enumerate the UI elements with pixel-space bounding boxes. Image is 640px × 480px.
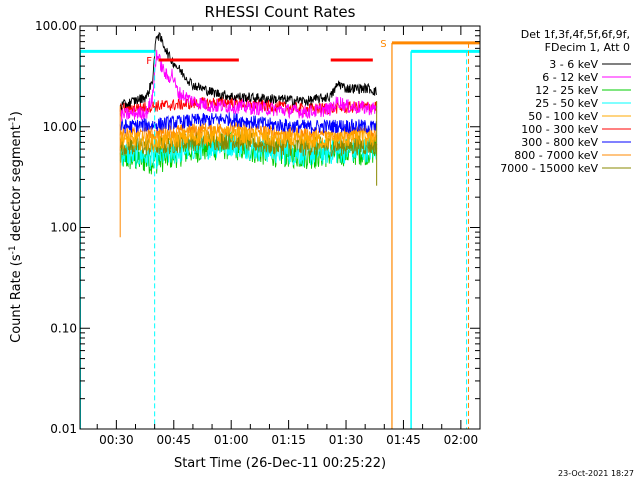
y-axis-label-sup-1: -1 bbox=[8, 245, 18, 254]
series-layer bbox=[119, 31, 378, 238]
y-axis-label: Count Rate (s-1 detector segment-1) bbox=[8, 111, 24, 343]
y-axis-label-main: Count Rate (s bbox=[9, 254, 24, 343]
legend-label: 3 - 6 keV bbox=[549, 58, 598, 71]
timestamp: 23-Oct-2021 18:27 bbox=[558, 469, 634, 478]
y-tick-label: 0.10 bbox=[50, 321, 77, 335]
legend: Det 1f,3f,4f,5f,6f,9f, FDecim 1, Att 0 3… bbox=[500, 28, 631, 175]
flare-flag-label: F bbox=[146, 56, 152, 67]
legend-label: 50 - 100 keV bbox=[528, 110, 598, 123]
series-line-7 bbox=[119, 112, 378, 134]
y-tick-label: 100.00 bbox=[35, 19, 77, 33]
x-axis-label: Start Time (26-Dec-11 00:25:22) bbox=[174, 456, 386, 471]
chart-title: RHESSI Count Rates bbox=[205, 3, 356, 21]
attenuator-flag-label: S bbox=[380, 39, 386, 50]
legend-header-line-2: FDecim 1, Att 0 bbox=[545, 41, 630, 54]
series-line-8 bbox=[119, 121, 378, 142]
x-tick-label: 02:00 bbox=[444, 433, 479, 447]
legend-header-line-1: Det 1f,3f,4f,5f,6f,9f, bbox=[521, 28, 630, 41]
y-axis-label-sup-2: -1 bbox=[8, 116, 18, 125]
x-axis: 00:30 00:45 01:00 01:15 01:30 01:45 02:00 bbox=[96, 26, 481, 447]
legend-label: 7000 - 15000 keV bbox=[500, 162, 598, 175]
x-tick-label: 01:45 bbox=[386, 433, 421, 447]
x-tick-label: 01:15 bbox=[271, 433, 306, 447]
legend-label: 100 - 300 keV bbox=[521, 123, 598, 136]
y-tick-label: 10.00 bbox=[43, 120, 77, 134]
x-tick-label: 00:45 bbox=[156, 433, 191, 447]
legend-label: 800 - 7000 keV bbox=[514, 149, 598, 162]
y-axis-label-mid: detector segment bbox=[9, 125, 24, 245]
y-axis: 100.00 10.00 1.00 0.10 0.01 bbox=[35, 19, 480, 436]
plot-frame bbox=[79, 25, 481, 430]
x-tick-label: 00:30 bbox=[99, 433, 134, 447]
y-axis-label-end: ) bbox=[9, 111, 24, 116]
x-tick-label: 01:30 bbox=[329, 433, 364, 447]
series-line-5 bbox=[119, 125, 378, 153]
legend-label: 12 - 25 keV bbox=[535, 84, 598, 97]
series-line-2 bbox=[119, 49, 378, 122]
legend-label: 6 - 12 keV bbox=[542, 71, 598, 84]
x-tick-label: 01:00 bbox=[214, 433, 249, 447]
series-line-1 bbox=[119, 31, 378, 111]
y-tick-label: 0.01 bbox=[50, 422, 77, 436]
y-tick-label: 1.00 bbox=[50, 221, 77, 235]
legend-label: 300 - 800 keV bbox=[521, 136, 598, 149]
legend-label: 25 - 50 keV bbox=[535, 97, 598, 110]
